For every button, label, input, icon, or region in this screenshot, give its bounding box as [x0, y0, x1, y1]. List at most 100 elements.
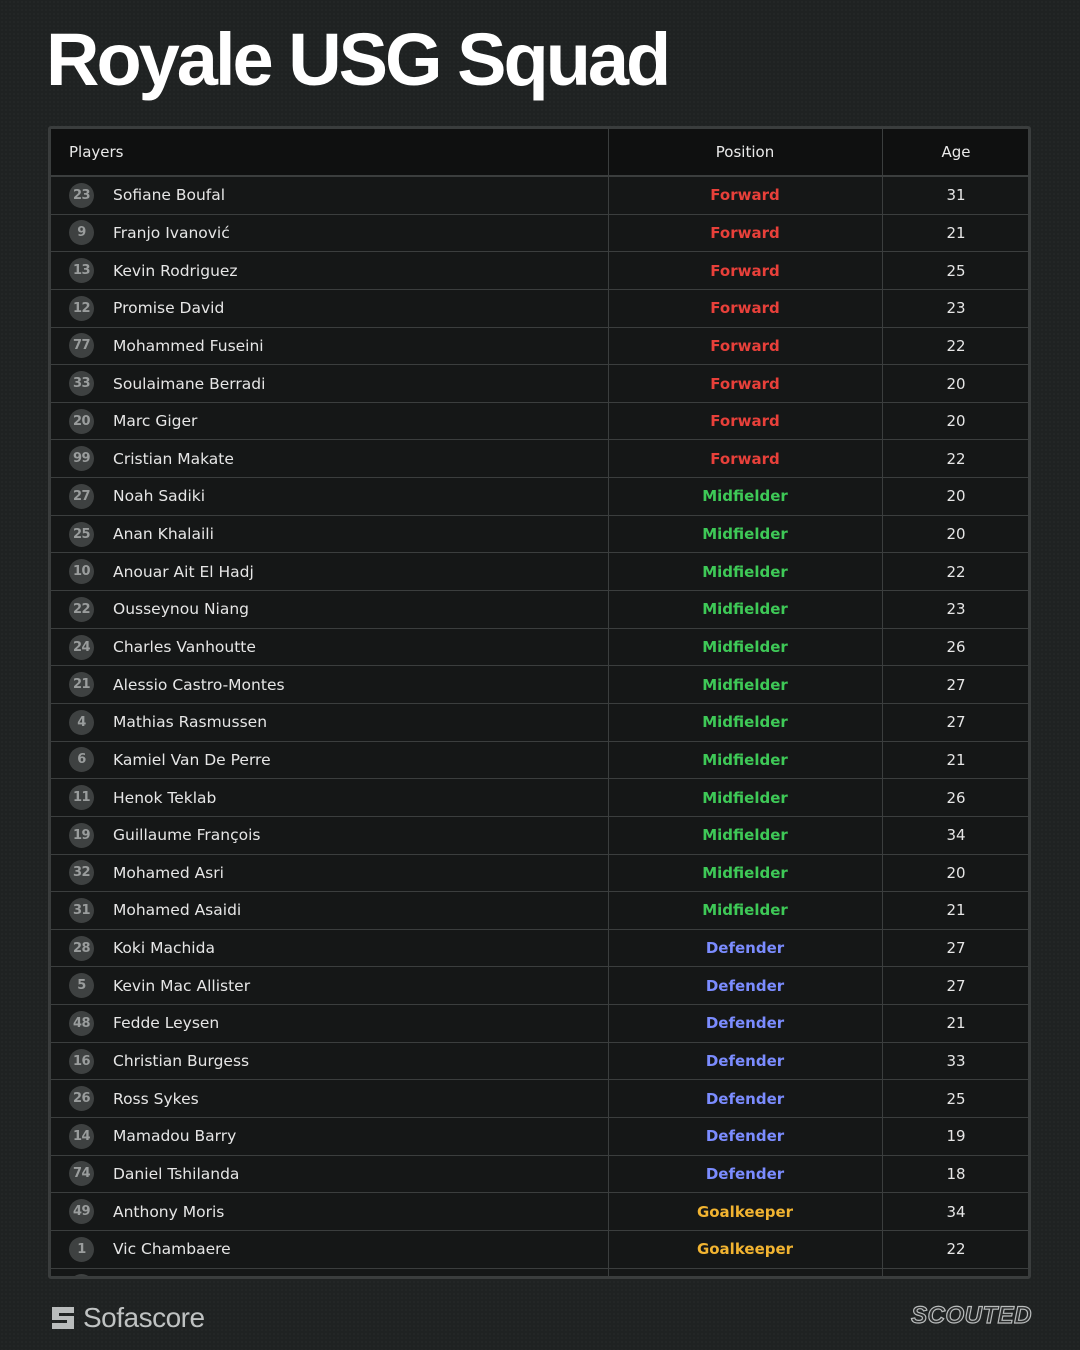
shirt-number-badge: 21	[69, 672, 94, 698]
player-age: 22	[946, 449, 966, 468]
player-age: 21	[946, 750, 966, 769]
player-cell: 14 Mamadou Barry	[51, 1117, 609, 1156]
player-info: 1 Vic Chambaere	[69, 1236, 608, 1262]
table-row: 11 Henok Teklab Midfielder 26	[51, 778, 1028, 817]
player-name: Ross Sykes	[113, 1089, 199, 1108]
player-name: Vic Chambaere	[113, 1240, 231, 1259]
shirt-number-badge: 28	[69, 935, 94, 961]
age-cell: 33	[882, 1042, 1028, 1081]
table-row: 32 Mohamed Asri Midfielder 20	[51, 854, 1028, 893]
player-cell: 23 Sofiane Boufal	[51, 176, 609, 215]
player-position: Midfielder	[702, 750, 788, 769]
position-cell: Goalkeeper	[608, 1230, 883, 1269]
player-position: Midfielder	[702, 901, 788, 920]
shirt-number-badge: 1	[69, 1236, 94, 1262]
player-cell: 74 Daniel Tshilanda	[51, 1155, 609, 1194]
player-name: Noah Sadiki	[113, 487, 206, 506]
position-cell: Goalkeeper	[608, 1192, 883, 1231]
position-cell: Forward	[608, 176, 883, 215]
age-cell: 20	[882, 364, 1028, 403]
shirt-number-badge: 14	[69, 1123, 94, 1149]
position-cell: Midfielder	[608, 665, 883, 704]
player-position: Midfielder	[702, 562, 788, 581]
player-info: 48 Fedde Leysen	[69, 1010, 608, 1036]
position-cell: Goalkeeper	[608, 1268, 883, 1276]
player-cell: 5 Kevin Mac Allister	[51, 966, 609, 1006]
player-name: Promise David	[113, 299, 225, 318]
table-row: 24 Charles Vanhoutte Midfielder 26	[51, 628, 1028, 667]
player-age: 21	[946, 1014, 966, 1033]
player-name: Guillaume François	[113, 826, 261, 845]
player-position: Defender	[705, 976, 785, 995]
age-cell: 21	[882, 214, 1028, 253]
table-row: 1 Vic Chambaere Goalkeeper 22	[51, 1230, 1028, 1269]
player-position: Defender	[705, 1014, 785, 1033]
age-cell: 34	[882, 1192, 1028, 1231]
player-name: Fedde Leysen	[113, 1014, 220, 1033]
table-row: 20 Marc Giger Forward 20	[51, 402, 1028, 441]
shirt-number-badge: 20	[69, 408, 94, 434]
player-name: Alessio Castro-Montes	[113, 675, 285, 694]
table-row: 99 Cristian Makate Forward 22	[51, 439, 1028, 479]
player-info: 33 Soulaimane Berradi	[69, 371, 608, 397]
table-row: 16 Christian Burgess Defender 33	[51, 1042, 1028, 1081]
player-age: 25	[946, 1089, 966, 1108]
position-cell: Forward	[608, 214, 883, 253]
player-info: 21 Alessio Castro-Montes	[69, 672, 608, 698]
player-info: 23 Sofiane Boufal	[69, 182, 608, 208]
player-cell: 28 Koki Machida	[51, 929, 609, 968]
player-position: Defender	[705, 939, 785, 958]
player-name: Marc Giger	[113, 412, 198, 431]
player-name: Mamadou Barry	[113, 1127, 237, 1146]
player-age: 18	[946, 1164, 966, 1183]
age-cell: 31	[882, 176, 1028, 215]
player-age: 20	[946, 487, 966, 506]
position-cell: Defender	[608, 1155, 883, 1194]
sofascore-brand-text: Sofascore	[83, 1302, 205, 1333]
table-row: 27 Noah Sadiki Midfielder 20	[51, 477, 1028, 516]
shirt-number-badge: 48	[69, 1010, 94, 1036]
table-row: 22 Ousseynou Niang Midfielder 23	[51, 590, 1028, 629]
player-age: 23	[946, 1278, 965, 1279]
player-name: Mohammed Fuseini	[113, 336, 264, 355]
position-cell: Defender	[608, 1004, 883, 1043]
shirt-number-badge: 12	[69, 295, 94, 321]
player-name: Franjo Ivanović	[113, 223, 230, 242]
player-cell: 21 Alessio Castro-Montes	[51, 665, 609, 704]
player-age: 27	[946, 675, 966, 694]
player-info: 16 Christian Burgess	[69, 1048, 608, 1074]
age-cell: 22	[882, 439, 1028, 479]
player-info: 32 Mohamed Asri	[69, 860, 608, 886]
player-info: 20 Marc Giger	[69, 408, 608, 434]
player-age: 21	[946, 223, 966, 242]
position-cell: Midfielder	[608, 778, 883, 817]
player-name: Anan Khalaili	[113, 525, 214, 544]
age-cell: 22	[882, 552, 1028, 592]
shirt-number-badge: 19	[69, 822, 94, 848]
shirt-number-badge: 74	[69, 1161, 94, 1187]
age-cell: 18	[882, 1155, 1028, 1194]
age-cell: 27	[882, 665, 1028, 704]
player-info: 25 Anan Khalaili	[69, 521, 608, 547]
player-position: Midfielder	[702, 788, 788, 807]
player-age: 20	[946, 374, 966, 393]
shirt-number-badge: 4	[69, 709, 94, 735]
player-position: Goalkeeper	[696, 1240, 794, 1259]
age-cell: 23	[882, 1268, 1028, 1279]
player-age: 27	[946, 939, 966, 958]
player-name: Henok Teklab	[113, 788, 217, 807]
shirt-number-badge: 6	[69, 747, 94, 773]
age-cell: 22	[882, 1230, 1028, 1269]
player-age: 21	[946, 901, 966, 920]
age-cell: 22	[882, 327, 1028, 366]
player-name: Christian Burgess	[113, 1052, 250, 1071]
sofascore-logo: Sofascore	[50, 1302, 205, 1334]
player-info: 5 Kevin Mac Allister	[69, 973, 608, 999]
age-cell: 23	[882, 289, 1028, 328]
table-row: 19 Guillaume François Midfielder 34	[51, 816, 1028, 855]
table-header-row: Players Position Age	[51, 129, 1028, 177]
player-name: Kevin Mac Allister	[113, 976, 251, 995]
age-cell: 20	[882, 477, 1028, 516]
position-cell: Forward	[608, 364, 883, 403]
table-row: 77 Mohammed Fuseini Forward 22	[51, 327, 1028, 366]
